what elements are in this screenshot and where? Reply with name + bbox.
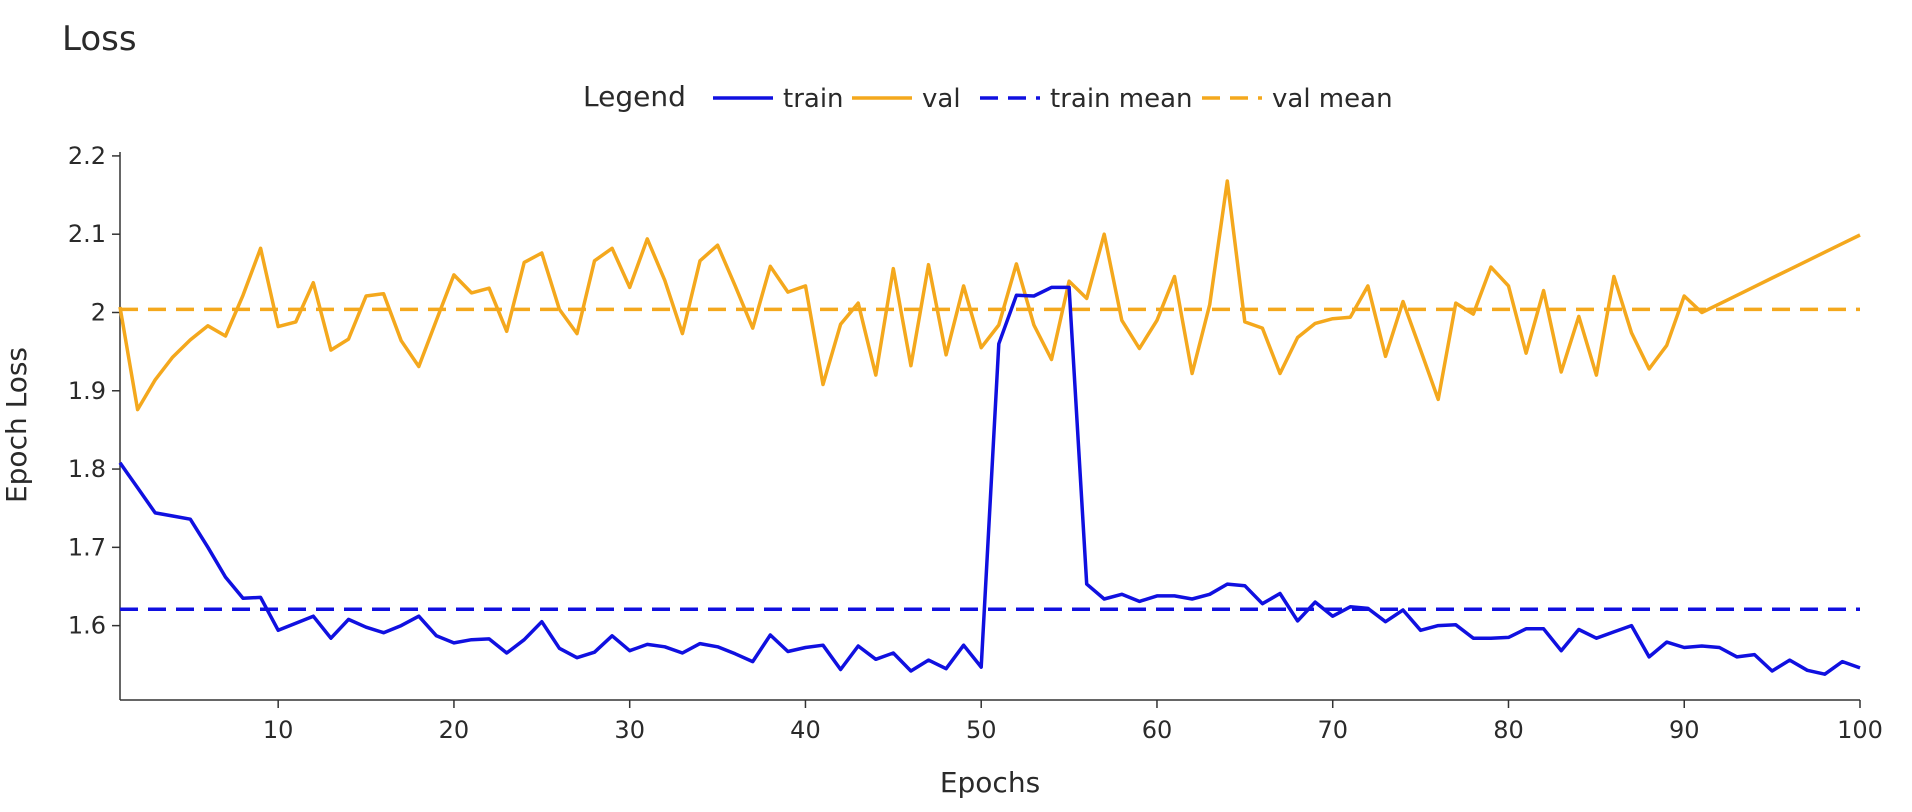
y-tick-label: 1.7 bbox=[68, 533, 106, 561]
x-tick-label: 100 bbox=[1837, 716, 1883, 744]
y-tick-label: 1.8 bbox=[68, 455, 106, 483]
y-tick-label: 1.6 bbox=[68, 612, 106, 640]
x-tick-label: 80 bbox=[1493, 716, 1524, 744]
y-tick-label: 1.9 bbox=[68, 377, 106, 405]
y-axis-title: Epoch Loss bbox=[0, 347, 33, 503]
x-tick-label: 40 bbox=[790, 716, 821, 744]
x-axis-title: Epochs bbox=[940, 766, 1040, 799]
x-ticks: 10 20 30 40 50 60 70 80 90 100 bbox=[263, 700, 1883, 744]
legend-label-val-mean: val mean bbox=[1272, 84, 1393, 114]
x-tick-label: 20 bbox=[439, 716, 470, 744]
legend: Legend train val train mean val mean bbox=[583, 80, 1393, 114]
chart-title: Loss bbox=[62, 19, 137, 59]
y-tick-label: 2.1 bbox=[68, 220, 106, 248]
y-tick-label: 2.2 bbox=[68, 142, 106, 170]
y-tick-label: 2 bbox=[91, 298, 106, 326]
legend-label-train: train bbox=[783, 84, 844, 114]
legend-title: Legend bbox=[583, 80, 686, 113]
x-tick-label: 50 bbox=[966, 716, 997, 744]
series-group bbox=[118, 179, 1861, 676]
x-tick-label: 60 bbox=[1142, 716, 1173, 744]
axes bbox=[119, 152, 1860, 701]
x-tick-label: 30 bbox=[614, 716, 645, 744]
series-line-train bbox=[118, 285, 1861, 676]
y-ticks: 1.6 1.7 1.8 1.9 2 2.1 2.2 bbox=[68, 142, 120, 640]
x-tick-label: 10 bbox=[263, 716, 294, 744]
legend-label-val: val bbox=[922, 84, 961, 114]
x-tick-label: 70 bbox=[1317, 716, 1348, 744]
x-tick-label: 90 bbox=[1669, 716, 1700, 744]
legend-label-train-mean: train mean bbox=[1050, 84, 1193, 114]
series-line-val bbox=[118, 179, 1861, 412]
